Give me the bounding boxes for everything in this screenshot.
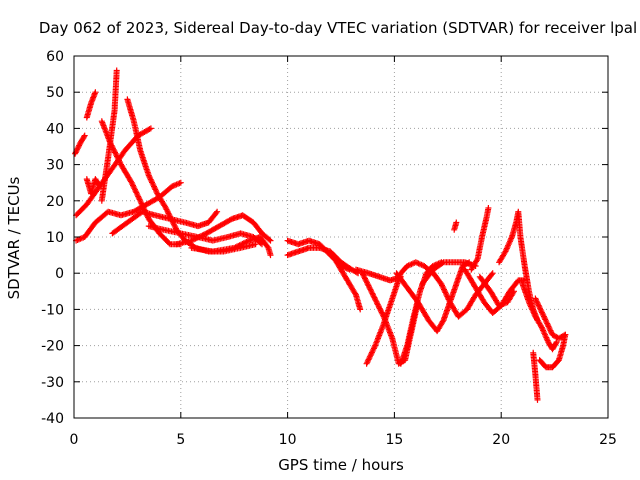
data-point-marker xyxy=(539,310,546,317)
series-s2 xyxy=(73,125,154,219)
data-point-marker xyxy=(252,241,259,248)
data-point-marker xyxy=(146,173,153,180)
axis-ticks xyxy=(73,55,609,419)
chart-title: Day 062 of 2023, Sidereal Day-to-day VTE… xyxy=(39,19,637,37)
x-axis-label: GPS time / hours xyxy=(278,456,404,474)
y-tick-label: 60 xyxy=(46,49,64,65)
data-point-marker xyxy=(164,207,171,214)
x-tick-label: 10 xyxy=(279,432,297,448)
series-s29 xyxy=(530,349,541,403)
data-point-marker xyxy=(439,260,446,267)
series-s5 xyxy=(83,176,103,197)
data-point-marker xyxy=(346,266,353,273)
data-point-marker xyxy=(81,133,87,140)
data-point-marker xyxy=(116,158,123,165)
data-point-marker xyxy=(453,219,460,226)
series-s1 xyxy=(72,132,88,157)
data-point-marker xyxy=(146,126,153,133)
data-point-marker xyxy=(488,271,495,278)
data-point-marker xyxy=(109,144,116,150)
x-tick-label: 20 xyxy=(492,432,510,448)
data-point-marker xyxy=(267,252,274,259)
data-point-marker xyxy=(534,396,541,403)
data-point-marker xyxy=(235,242,242,249)
data-point-marker xyxy=(132,188,139,195)
series-s31 xyxy=(532,295,569,342)
data-point-marker xyxy=(92,89,99,96)
data-point-marker xyxy=(362,277,369,283)
series-s7 xyxy=(98,118,184,248)
y-tick-label: 0 xyxy=(55,266,64,282)
data-point-marker xyxy=(95,182,102,189)
data-point-marker xyxy=(107,139,114,146)
data-point-marker xyxy=(267,237,274,244)
y-tick-label: -40 xyxy=(41,411,64,427)
data-point-marker xyxy=(364,281,371,288)
data-point-marker xyxy=(439,318,446,325)
data-point-marker xyxy=(562,331,569,338)
grid-lines xyxy=(74,56,608,418)
data-point-marker xyxy=(147,125,154,132)
data-point-marker xyxy=(352,290,359,297)
data-point-marker xyxy=(232,244,239,251)
series-s23 xyxy=(451,219,460,233)
data-point-marker xyxy=(113,67,120,74)
data-point-marker xyxy=(485,205,492,211)
series-s24 xyxy=(461,266,528,316)
data-point-marker xyxy=(115,156,122,163)
series-s26 xyxy=(476,273,517,309)
x-tick-label: 0 xyxy=(70,432,79,448)
y-axis-label: SDTVAR / TECUs xyxy=(5,176,23,299)
data-point-marker xyxy=(242,239,249,246)
y-tick-label: -20 xyxy=(41,339,64,355)
data-point-marker xyxy=(489,270,496,277)
data-point-marker xyxy=(511,288,517,295)
data-point-marker xyxy=(112,149,118,156)
data-point-marker xyxy=(90,94,97,101)
y-tick-label: 50 xyxy=(46,85,64,101)
series-s11 xyxy=(173,212,274,248)
x-tick-label: 15 xyxy=(385,432,403,448)
data-point-marker xyxy=(553,340,559,347)
series-s12 xyxy=(188,234,274,259)
series-s4 xyxy=(83,89,99,121)
x-tick-label: 5 xyxy=(176,432,185,448)
data-point-marker xyxy=(357,306,364,313)
series-s3 xyxy=(73,179,184,244)
x-tick-label: 25 xyxy=(599,432,617,448)
data-point-marker xyxy=(213,209,220,216)
y-tick-label: -30 xyxy=(41,375,64,391)
series-s25 xyxy=(468,205,492,273)
y-tick-label: 30 xyxy=(46,158,64,174)
data-point-marker xyxy=(266,236,273,243)
series-s8 xyxy=(124,96,259,255)
data-point-marker xyxy=(553,339,560,345)
y-tick-label: 10 xyxy=(46,230,64,246)
data-point-marker xyxy=(177,179,184,186)
y-tick-label: -10 xyxy=(41,302,64,318)
data-series-layer xyxy=(72,67,569,403)
y-tick-labels: -40 -30 -20 -10 0 10 20 30 40 50 60 xyxy=(41,49,64,427)
data-point-marker xyxy=(561,332,567,339)
data-point-marker xyxy=(81,132,88,139)
data-point-marker xyxy=(114,153,120,160)
series-s28 xyxy=(519,281,560,353)
series-s30 xyxy=(536,331,569,371)
series-s16 xyxy=(363,259,436,367)
y-tick-label: 20 xyxy=(46,194,64,210)
data-point-marker xyxy=(214,208,221,215)
data-point-marker xyxy=(370,293,377,300)
series-s9 xyxy=(109,208,221,237)
y-tick-label: 40 xyxy=(46,121,64,137)
series-s15 xyxy=(333,259,364,313)
x-tick-labels: 0 5 10 15 20 25 xyxy=(70,432,617,448)
